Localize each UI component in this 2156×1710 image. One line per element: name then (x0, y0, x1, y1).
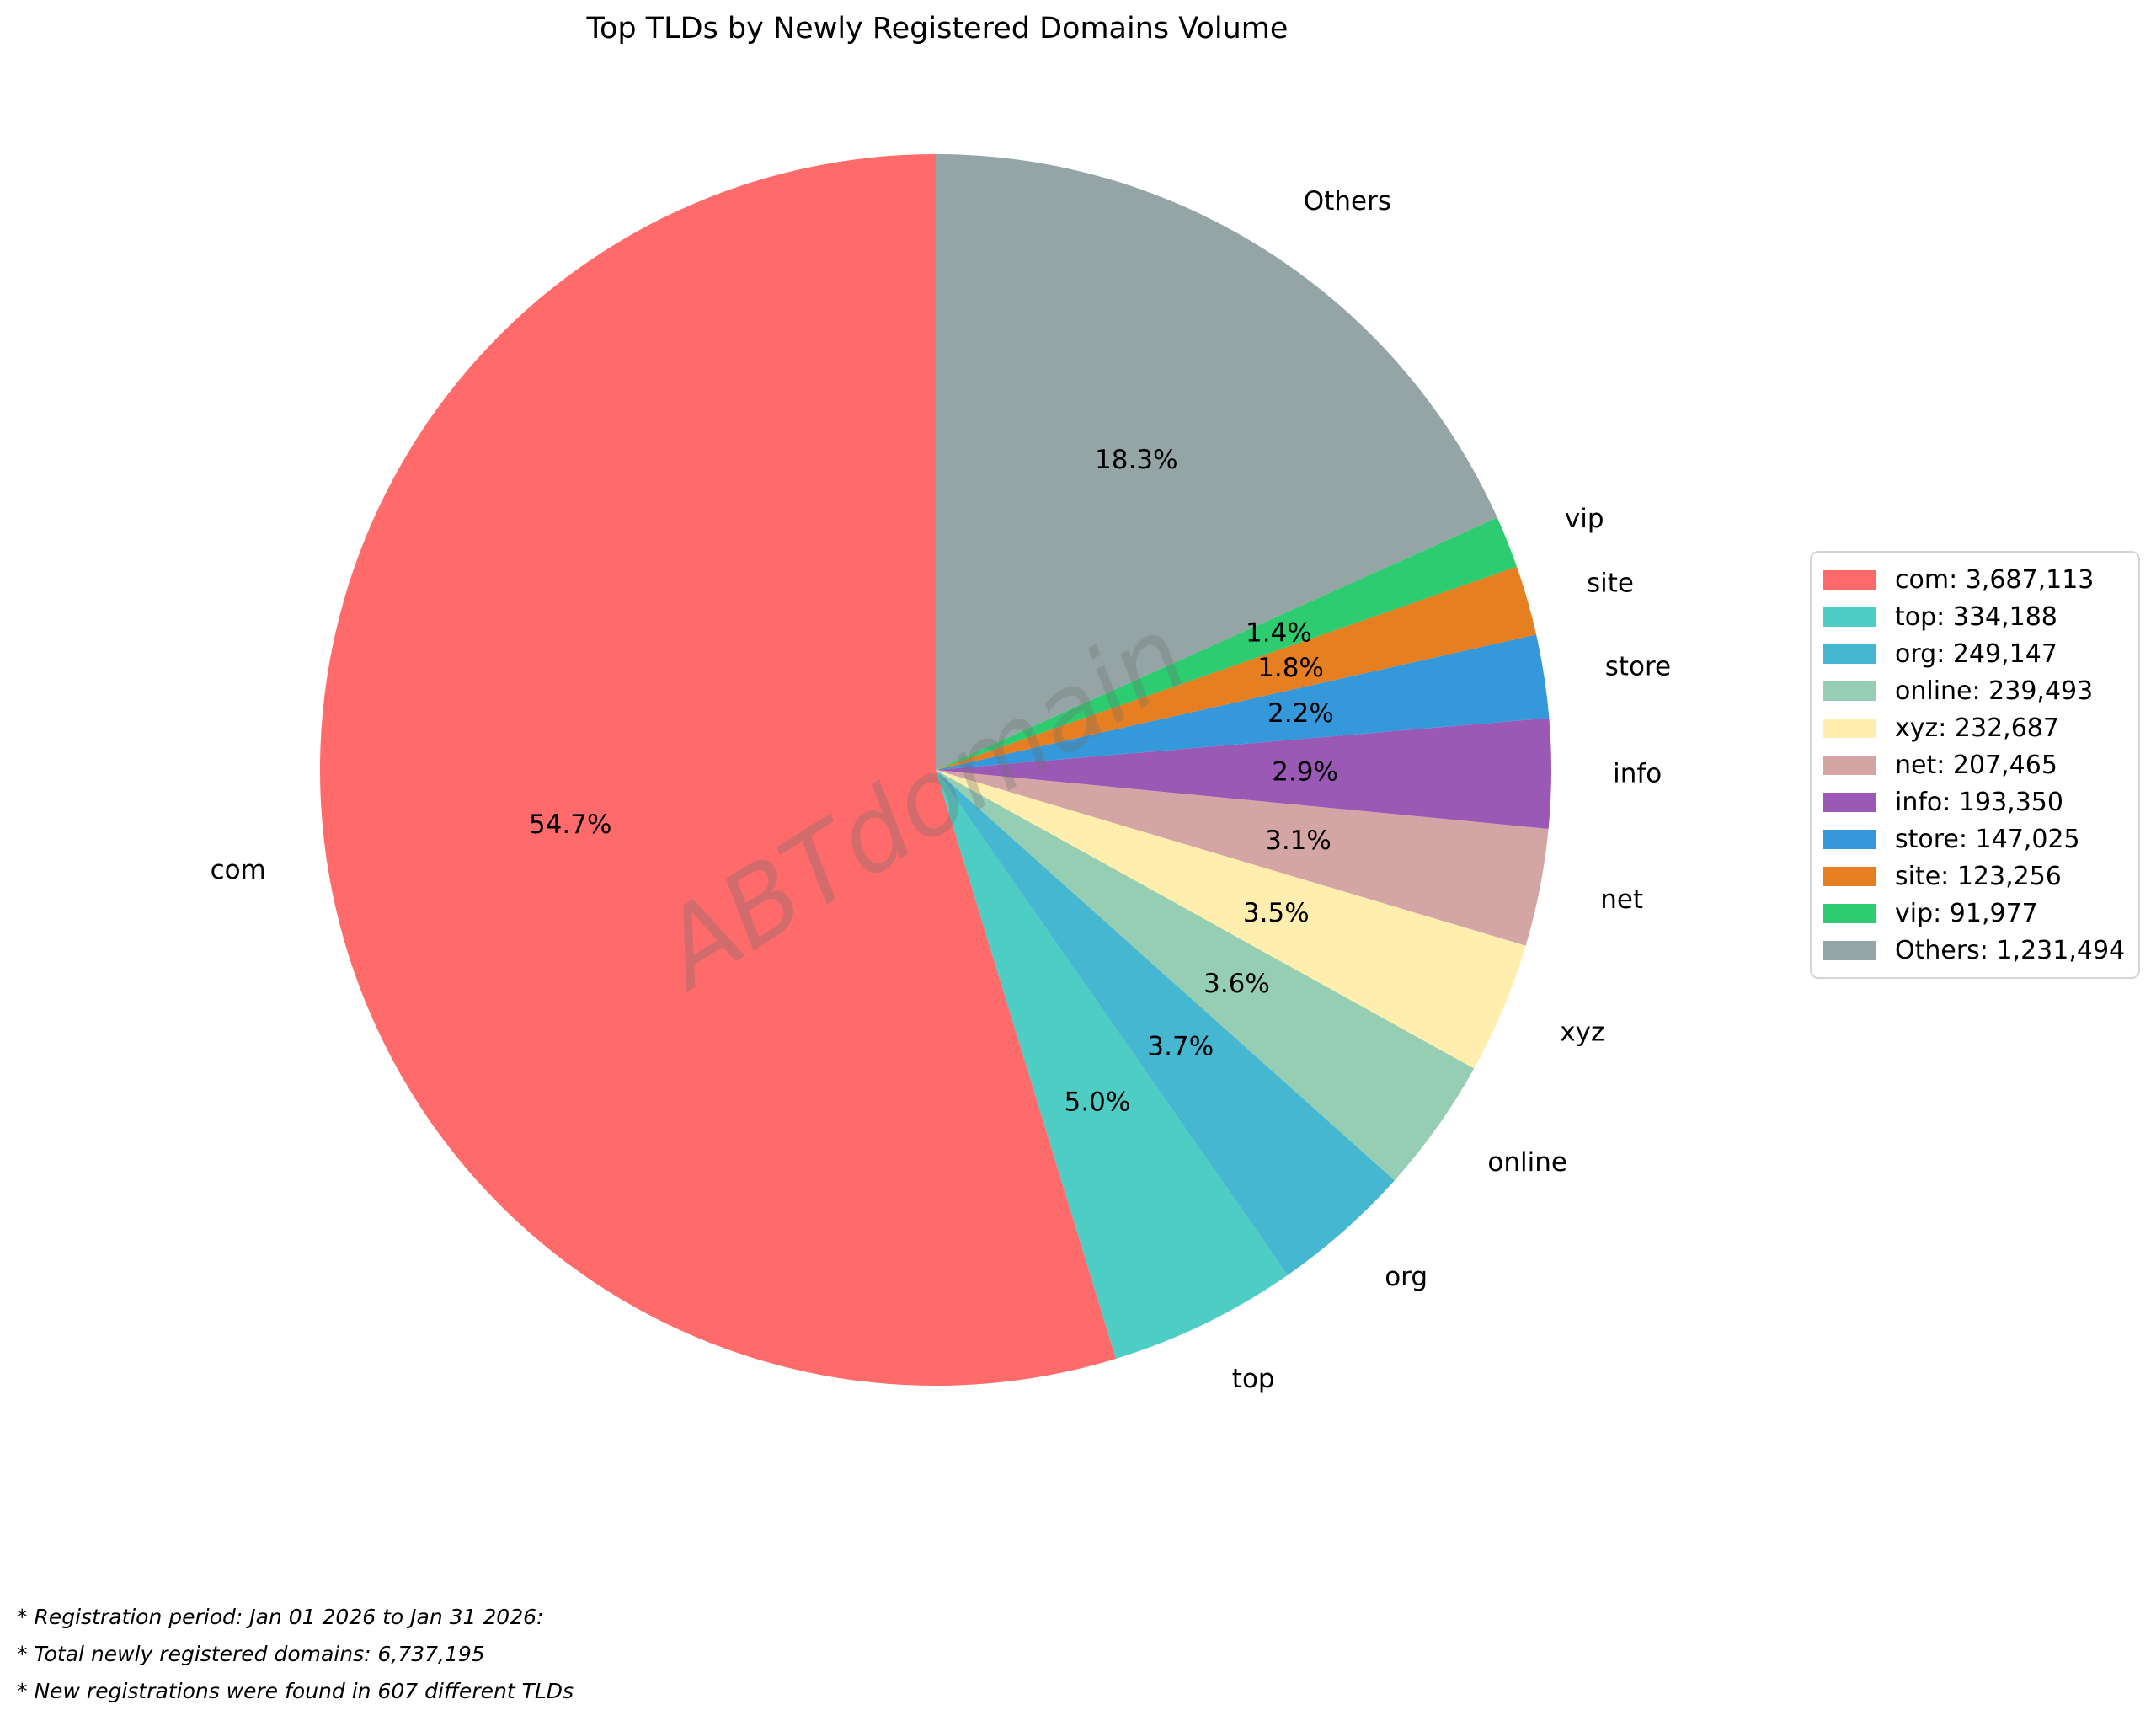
pct-label-info: 2.9% (1272, 757, 1338, 788)
pct-label-net: 3.1% (1265, 826, 1331, 856)
legend-label: Others: 1,231,494 (1895, 935, 2126, 965)
legend-item-top: top: 334,188 (1823, 598, 2127, 635)
legend-item-Others: Others: 1,231,494 (1823, 932, 2127, 969)
legend-item-net: net: 207,465 (1823, 746, 2127, 783)
footnotes: * Registration period: Jan 01 2026 to Ja… (17, 1599, 574, 1710)
legend-item-info: info: 193,350 (1823, 783, 2127, 820)
legend-item-store: store: 147,025 (1823, 820, 2127, 858)
legend-label: online: 239,493 (1895, 676, 2094, 706)
legend-item-online: online: 239,493 (1823, 672, 2127, 709)
legend-label: com: 3,687,113 (1895, 564, 2095, 595)
slice-label-com: com (211, 855, 266, 885)
legend-label: xyz: 232,687 (1895, 713, 2059, 743)
legend-label: vip: 91,977 (1895, 898, 2038, 928)
pct-label-com: 54.7% (529, 810, 611, 840)
slice-label-info: info (1613, 759, 1662, 789)
pie-slice-net (936, 770, 1549, 946)
pct-label-online: 3.6% (1203, 969, 1270, 999)
footnote-tld-count: * New registrations were found in 607 di… (17, 1679, 574, 1703)
legend-color-swatch-Others (1823, 940, 1876, 960)
legend-label: top: 334,188 (1895, 601, 2057, 632)
legend-item-com: com: 3,687,113 (1823, 561, 2127, 598)
slice-label-Others: Others (1304, 186, 1391, 216)
legend-color-swatch-vip (1823, 903, 1876, 923)
slice-label-xyz: xyz (1560, 1018, 1604, 1048)
legend-color-swatch-org (1823, 644, 1876, 664)
pie-slice-org (936, 770, 1395, 1275)
pie-slice-site (936, 566, 1537, 770)
legend: com: 3,687,113 top: 334,188 org: 249,147 on… (1810, 551, 2140, 979)
pie-slice-online (936, 770, 1475, 1181)
legend-label: org: 249,147 (1895, 639, 2057, 669)
pct-label-top: 5.0% (1065, 1087, 1131, 1117)
legend-label: info: 193,350 (1895, 787, 2063, 817)
legend-color-swatch-online (1823, 681, 1876, 701)
slice-label-store: store (1605, 651, 1671, 681)
pie-slice-Others (936, 154, 1497, 770)
slice-label-top: top (1232, 1364, 1275, 1394)
pie-slice-vip (936, 517, 1517, 770)
legend-color-swatch-net (1823, 755, 1876, 775)
slice-label-site: site (1587, 569, 1634, 599)
pie-slice-xyz (936, 770, 1526, 1069)
legend-label: store: 147,025 (1895, 824, 2080, 854)
legend-color-swatch-com (1823, 569, 1876, 590)
slice-label-net: net (1600, 884, 1643, 915)
legend-label: net: 207,465 (1895, 750, 2057, 780)
legend-label: site: 123,256 (1895, 861, 2062, 891)
pie-slice-com (319, 154, 1116, 1386)
pie-slice-info (936, 718, 1552, 829)
legend-color-swatch-xyz (1823, 718, 1876, 738)
pct-label-xyz: 3.5% (1243, 898, 1310, 928)
chart-title: Top TLDs by Newly Registered Domains Vol… (586, 12, 1289, 45)
pct-label-org: 3.7% (1147, 1031, 1214, 1061)
slice-label-vip: vip (1565, 504, 1604, 534)
legend-item-site: site: 123,256 (1823, 858, 2127, 895)
pct-label-Others: 18.3% (1095, 445, 1177, 475)
slice-label-org: org (1385, 1262, 1428, 1292)
legend-item-org: org: 249,147 (1823, 635, 2127, 672)
footnote-total-domains: * Total newly registered domains: 6,737,… (17, 1642, 485, 1666)
legend-color-swatch-top (1823, 607, 1876, 627)
pie-slice-top (936, 770, 1288, 1359)
legend-color-swatch-store (1823, 829, 1876, 849)
pct-label-site: 1.8% (1257, 653, 1324, 683)
pct-label-vip: 1.4% (1246, 618, 1312, 649)
legend-color-swatch-info (1823, 792, 1876, 812)
slice-label-online: online (1487, 1147, 1567, 1178)
legend-item-xyz: xyz: 232,687 (1823, 709, 2127, 746)
pie-slice-store (936, 634, 1550, 770)
legend-color-swatch-site (1823, 866, 1876, 886)
legend-item-vip: vip: 91,977 (1823, 895, 2127, 932)
footnote-registration-period: * Registration period: Jan 01 2026 to Ja… (17, 1605, 544, 1629)
pct-label-store: 2.2% (1267, 698, 1334, 729)
